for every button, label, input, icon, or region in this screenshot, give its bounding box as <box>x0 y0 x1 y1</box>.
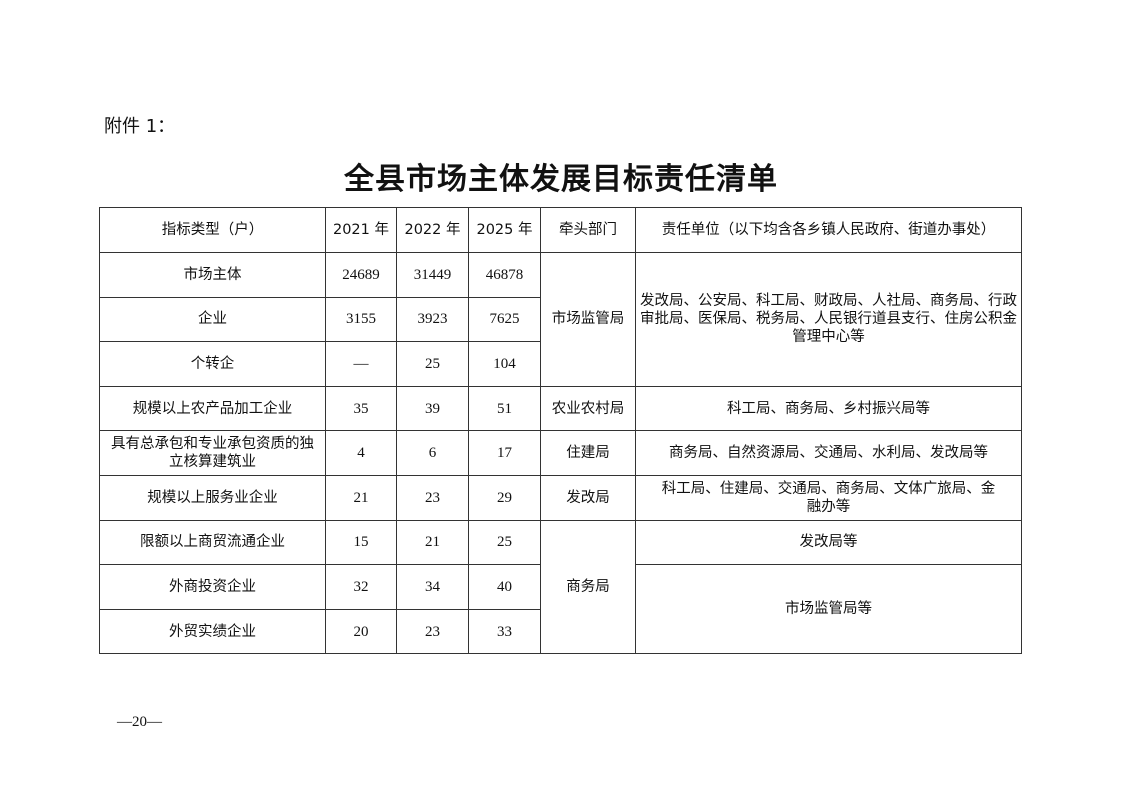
cell-2025: 104 <box>468 341 541 387</box>
cell-2022: 25 <box>396 341 469 387</box>
table-row: 个转企 — 25 104 <box>99 341 1022 387</box>
cell-lead: 商务局 <box>540 519 636 655</box>
table-row: 具有总承包和专业承包资质的独立核算建筑业 4 6 17 住建局 商务局、自然资源… <box>99 430 1022 476</box>
header-2022: 2022 年 <box>396 207 469 253</box>
header-responsible: 责任单位（以下均含各乡镇人民政府、街道办事处） <box>635 207 1022 253</box>
table-row: 规模以上服务业企业 21 23 29 发改局 科工局、住建局、交通局、商务局、文… <box>99 474 1022 521</box>
cell-2022: 6 <box>396 430 469 476</box>
cell-responsible: 科工局、住建局、交通局、商务局、文体广旅局、金融办等 <box>635 474 1022 521</box>
cell-type: 个转企 <box>99 341 326 387</box>
cell-type: 市场主体 <box>99 252 326 298</box>
cell-2025: 29 <box>468 474 541 521</box>
cell-2022: 3923 <box>396 296 469 343</box>
responsibility-table: 指标类型（户） 2021 年 2022 年 2025 年 牵头部门 责任单位（以… <box>99 207 1022 655</box>
cell-lead: 住建局 <box>540 430 636 476</box>
cell-2022: 23 <box>396 474 469 521</box>
header-2025: 2025 年 <box>468 207 541 253</box>
cell-2021: 4 <box>325 430 397 476</box>
table-row: 外商投资企业 32 34 40 市场监管局等 <box>99 564 1022 655</box>
cell-2025: 17 <box>468 430 541 476</box>
cell-2021: 20 <box>325 608 397 655</box>
cell-lead: 发改局 <box>540 474 636 521</box>
attachment-label: 附件 1： <box>104 116 176 137</box>
header-lead: 牵头部门 <box>540 207 636 253</box>
cell-lead: 农业农村局 <box>540 385 636 432</box>
page-number: —20— <box>117 714 162 730</box>
cell-2025: 7625 <box>468 296 541 343</box>
cell-2021: 24689 <box>325 252 397 298</box>
cell-type: 限额以上商贸流通企业 <box>99 519 326 566</box>
cell-type: 具有总承包和专业承包资质的独立核算建筑业 <box>99 430 326 476</box>
cell-2021: 3155 <box>325 296 397 343</box>
header-2021: 2021 年 <box>325 207 397 253</box>
table-row: 市场主体 24689 31449 46878 市场监管局 发改局、公安局、科工局… <box>99 252 1022 387</box>
header-type: 指标类型（户） <box>99 207 326 253</box>
cell-2021: 21 <box>325 474 397 521</box>
cell-2025: 25 <box>468 519 541 566</box>
cell-lead: 市场监管局 <box>540 252 636 387</box>
cell-2022: 31449 <box>396 252 469 298</box>
cell-2021: — <box>325 341 397 387</box>
cell-2025: 46878 <box>468 252 541 298</box>
table-row: 企业 3155 3923 7625 <box>99 296 1022 343</box>
cell-type: 外商投资企业 <box>99 564 326 610</box>
cell-type: 企业 <box>99 296 326 343</box>
document-title: 全县市场主体发展目标责任清单 <box>344 162 778 197</box>
cell-2022: 34 <box>396 564 469 610</box>
cell-responsible: 发改局等 <box>635 519 1022 566</box>
cell-2021: 32 <box>325 564 397 610</box>
cell-type: 外贸实绩企业 <box>99 608 326 655</box>
cell-type: 规模以上服务业企业 <box>99 474 326 521</box>
cell-type: 规模以上农产品加工企业 <box>99 385 326 432</box>
cell-2021: 15 <box>325 519 397 566</box>
cell-2022: 23 <box>396 608 469 655</box>
cell-2025: 40 <box>468 564 541 610</box>
table-row: 规模以上农产品加工企业 35 39 51 农业农村局 科工局、商务局、乡村振兴局… <box>99 385 1022 432</box>
cell-responsible: 科工局、商务局、乡村振兴局等 <box>635 385 1022 432</box>
cell-responsible: 发改局、公安局、科工局、财政局、人社局、商务局、行政审批局、医保局、税务局、人民… <box>635 252 1022 387</box>
cell-2025: 33 <box>468 608 541 655</box>
table-row: 限额以上商贸流通企业 15 21 25 商务局 发改局等 <box>99 519 1022 655</box>
cell-2022: 21 <box>396 519 469 566</box>
cell-responsible: 市场监管局等 <box>635 564 1022 655</box>
cell-2025: 51 <box>468 385 541 432</box>
table-row: 外贸实绩企业 20 23 33 <box>99 608 1022 655</box>
cell-2022: 39 <box>396 385 469 432</box>
table-header-row: 指标类型（户） 2021 年 2022 年 2025 年 牵头部门 责任单位（以… <box>99 207 1022 253</box>
cell-responsible: 商务局、自然资源局、交通局、水利局、发改局等 <box>635 430 1022 476</box>
cell-2021: 35 <box>325 385 397 432</box>
